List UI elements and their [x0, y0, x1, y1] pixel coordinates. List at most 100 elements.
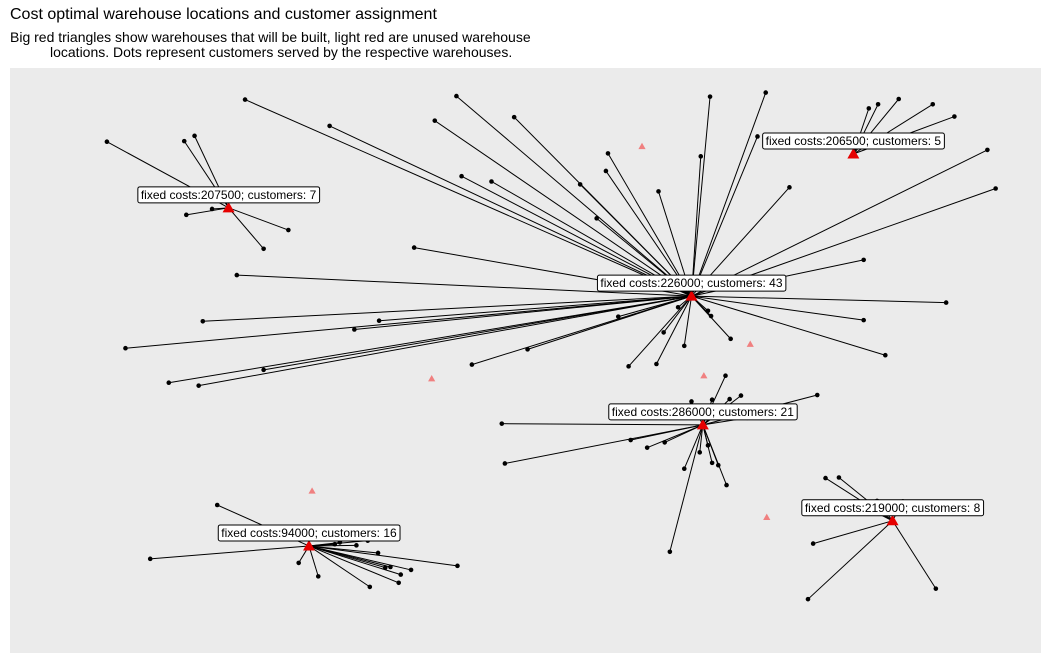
customer-point: [454, 93, 459, 99]
customer-point: [628, 437, 633, 443]
assignment-line: [168, 295, 692, 384]
warehouse-labels: fixed costs:207500; customers: 7 fixed co…: [137, 132, 985, 542]
customer-point: [286, 227, 291, 233]
assignment-line: [379, 295, 692, 322]
unused-warehouse-marker: [763, 513, 771, 520]
unused-warehouse-marker: [428, 375, 436, 382]
customer-point: [727, 396, 732, 402]
assignment-line: [236, 274, 692, 297]
customer-point: [705, 308, 711, 314]
customer-point: [675, 304, 681, 310]
customer-point: [511, 114, 517, 120]
customer-point: [814, 392, 820, 398]
customer-point: [755, 134, 760, 139]
customer-point: [689, 399, 694, 404]
assignment-line: [308, 545, 319, 577]
unused-warehouse-marker: [700, 372, 708, 379]
assignment-line: [434, 120, 692, 297]
customer-point: [296, 560, 301, 566]
warehouse-label-text: fixed costs:207500; customers: 7: [141, 188, 317, 202]
customer-point: [499, 421, 505, 426]
assignment-line: [663, 295, 692, 333]
customer-point: [375, 550, 381, 556]
customer-point: [705, 443, 711, 448]
chart-title: Cost optimal warehouse locations and cus…: [10, 6, 437, 23]
customer-point: [993, 186, 998, 191]
warehouse-label-text: fixed costs:226000; customers: 43: [600, 276, 782, 290]
customer-point: [261, 246, 266, 252]
assignment-line: [691, 295, 947, 304]
customer-point: [681, 343, 687, 349]
customer-point: [577, 182, 583, 187]
customer-point: [382, 565, 388, 570]
customer-point: [459, 173, 464, 179]
customer-point: [805, 596, 811, 602]
customer-point: [455, 563, 460, 569]
built-warehouse-marker: [222, 201, 235, 213]
customer-point: [398, 572, 404, 577]
customer-point: [866, 106, 872, 111]
customer-point: [707, 94, 713, 99]
warehouse-label-box: [608, 403, 798, 421]
unused-warehouse-marker: [746, 340, 754, 347]
subtitle-line-1: Big red triangles show warehouses that w…: [10, 29, 531, 45]
customer-point: [667, 549, 673, 555]
assignment-line: [691, 295, 886, 356]
assignment-line: [329, 125, 692, 297]
unused-warehouse-marker: [308, 487, 316, 494]
built-warehouse-marker: [696, 418, 709, 430]
assignment-line: [691, 136, 758, 297]
customer-point: [166, 380, 172, 386]
customer-point: [234, 272, 240, 278]
customer-point: [214, 502, 220, 508]
customer-point: [626, 364, 631, 369]
plot-panel: [10, 68, 1041, 653]
warehouse-label-text: fixed costs:286000; customers: 21: [612, 405, 794, 419]
assignment-line: [807, 520, 893, 600]
customer-point: [594, 216, 599, 221]
unused-warehouses: [308, 142, 771, 520]
assignment-line: [471, 295, 692, 366]
warehouse-label: fixed costs:219000; customers: 8: [801, 499, 985, 517]
subtitle-line-2: locations. Dots represent customers serv…: [50, 44, 513, 60]
customer-point: [261, 367, 266, 373]
assignment-line: [892, 520, 937, 589]
customer-point: [836, 475, 842, 480]
customer-point: [933, 586, 939, 591]
customer-point: [327, 123, 332, 129]
assignment-line: [691, 149, 988, 297]
warehouse-label-text: fixed costs:94000; customers: 16: [221, 526, 397, 540]
customer-point: [875, 101, 881, 107]
customer-point: [883, 352, 888, 358]
customer-point: [615, 314, 621, 319]
customer-point: [354, 543, 359, 548]
warehouse-label: fixed costs:94000; customers: 16: [217, 524, 401, 542]
customer-point: [985, 147, 990, 153]
assignment-line: [456, 95, 692, 297]
customer-point: [147, 556, 153, 562]
built-warehouses: [222, 147, 899, 551]
assignment-line: [125, 295, 692, 349]
customer-point: [787, 185, 792, 190]
customer-point: [603, 168, 609, 174]
customer-point: [605, 151, 611, 156]
customer-point: [698, 154, 704, 159]
customer-point: [376, 318, 382, 324]
built-warehouse-marker: [886, 514, 899, 526]
assignment-line: [308, 543, 335, 547]
customer-point: [763, 90, 769, 95]
customer-point: [724, 482, 729, 488]
customer-point: [644, 445, 650, 450]
assignment-line: [354, 295, 692, 330]
assignment-line: [308, 545, 371, 588]
customer-point: [104, 139, 110, 145]
assignment-line: [628, 295, 692, 367]
customer-points: [104, 90, 998, 602]
customer-point: [367, 584, 373, 590]
assignment-line: [501, 423, 703, 426]
customer-point: [656, 189, 661, 194]
customer-point: [196, 383, 201, 388]
customer-point: [952, 114, 957, 119]
customer-point: [810, 541, 816, 546]
